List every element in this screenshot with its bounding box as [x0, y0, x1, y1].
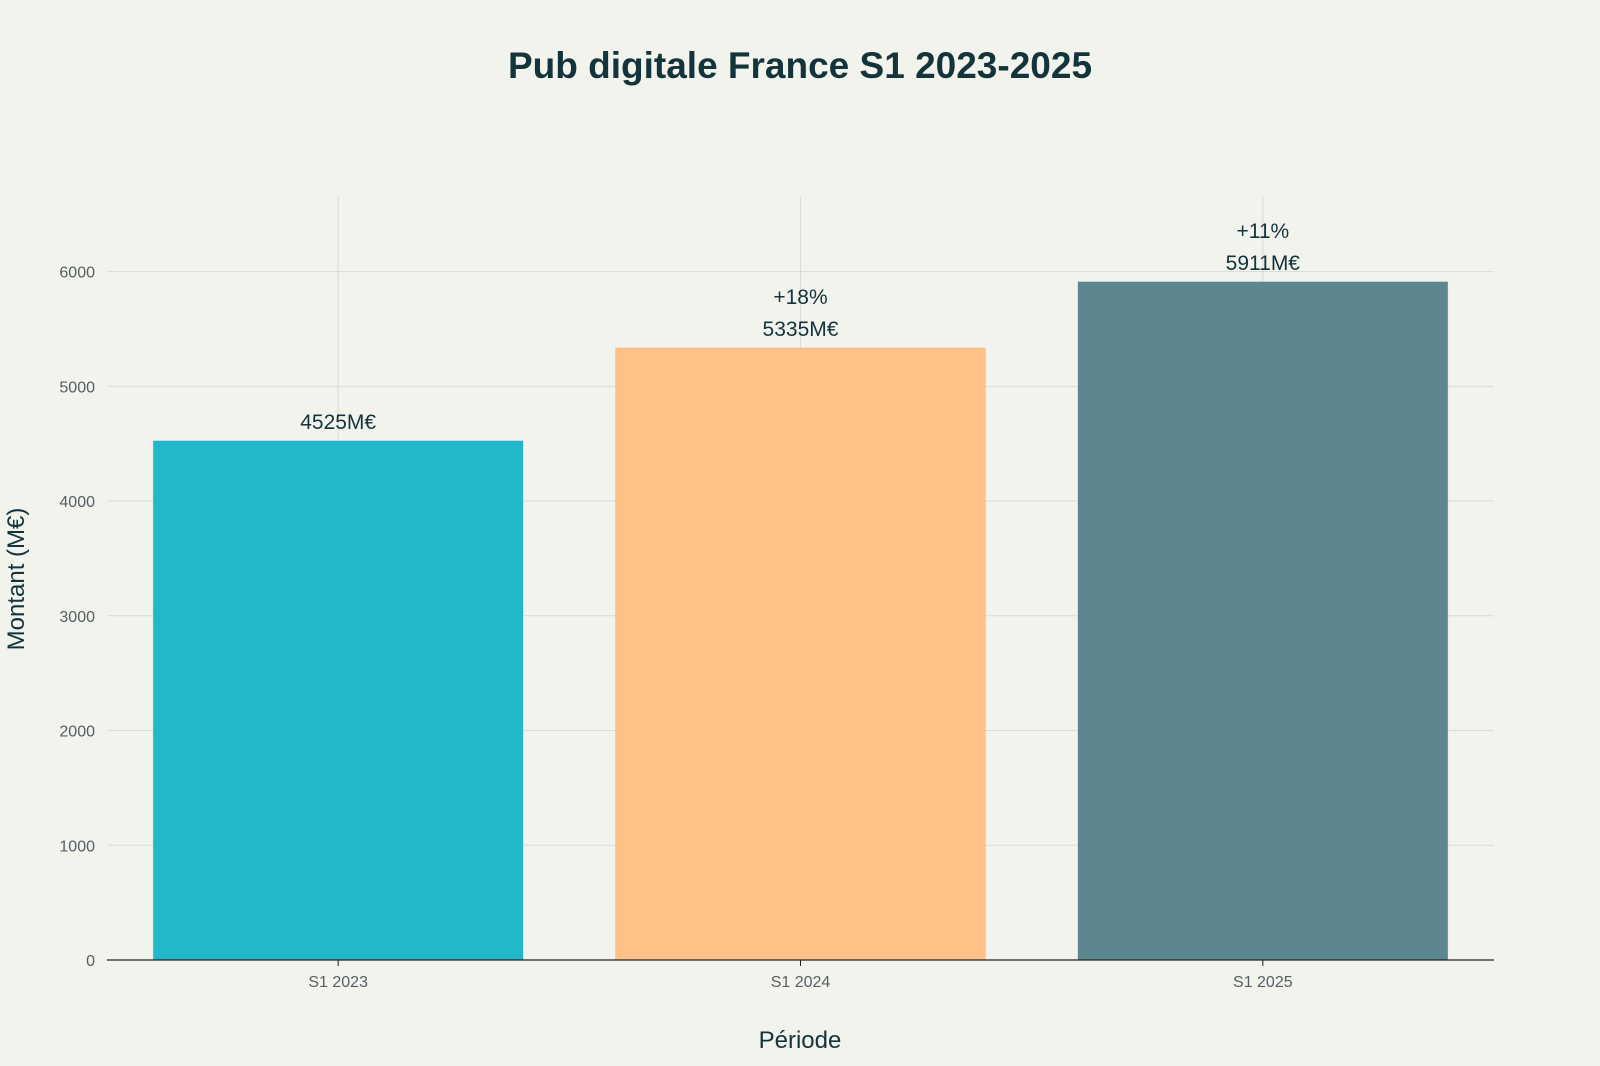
bar-s1-2023	[152, 440, 524, 961]
y-tick-label: 0	[86, 953, 95, 970]
x-axis-title: Période	[759, 1027, 842, 1054]
y-tick-label: 5000	[59, 379, 95, 396]
y-tick-label: 4000	[59, 494, 95, 511]
chart-title: Pub digitale France S1 2023-2025	[508, 45, 1092, 86]
bar-growth-label: +18%	[773, 286, 827, 309]
x-tick-label: S1 2023	[308, 974, 368, 991]
bar-growth-label: +11%	[1236, 220, 1289, 243]
bar-value-label: 5911M€	[1226, 252, 1301, 275]
bar-value-label: 5335M€	[763, 318, 839, 341]
label-layer: 4525M€ 5335M€ +18% 5911M€ +11%	[300, 220, 1300, 434]
bar-value-label: 4525M€	[300, 411, 376, 434]
y-tick-label: 1000	[59, 838, 95, 855]
bar-s1-2025	[1077, 281, 1449, 961]
bar-layer	[152, 281, 1449, 961]
x-tick-label: S1 2024	[771, 974, 831, 991]
bar-s1-2024	[615, 347, 986, 961]
tick-layer: 0 1000 2000 3000 4000 5000 6000 S1 2023 S1 2024 S…	[59, 265, 1292, 991]
y-axis-title: Montant (M€)	[3, 508, 30, 651]
y-tick-label: 3000	[59, 609, 95, 626]
y-tick-label: 2000	[59, 724, 95, 741]
x-tick-label: S1 2025	[1233, 974, 1293, 991]
y-tick-label: 6000	[59, 265, 95, 282]
